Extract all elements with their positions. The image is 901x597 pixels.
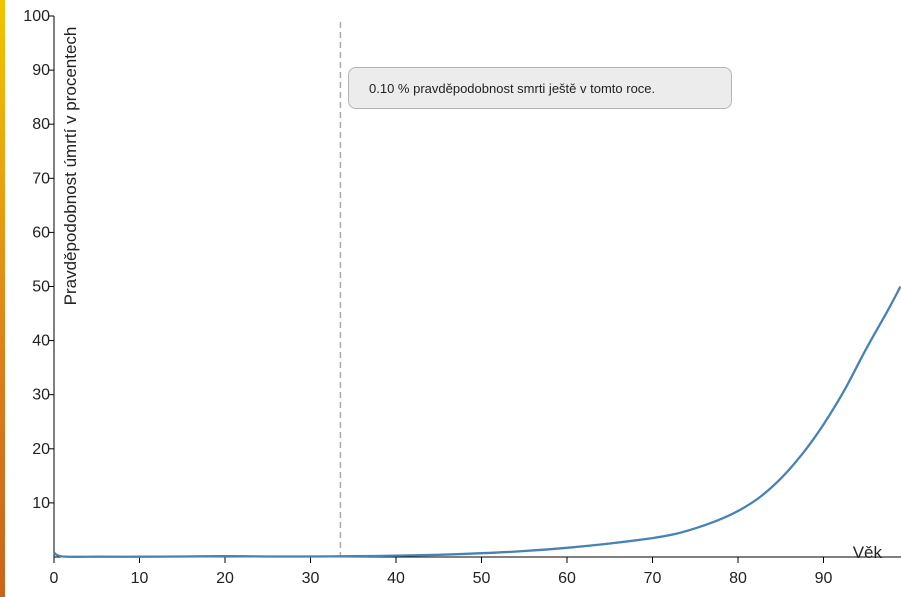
x-tick-label: 20 xyxy=(216,570,234,587)
mortality-curve xyxy=(53,285,901,558)
x-axis: 0 10 20 30 40 50 60 70 80 90 xyxy=(50,556,901,587)
tooltip: 0.10 % pravděpodobnost smrti ještě v tom… xyxy=(348,67,732,109)
y-tick-label: 20 xyxy=(32,441,50,458)
x-tick-label: 50 xyxy=(473,570,491,587)
y-axis: 10 20 30 40 50 60 70 80 90 100 xyxy=(23,8,55,563)
x-tick-label: 80 xyxy=(729,570,747,587)
y-tick-label: 10 xyxy=(32,495,50,512)
x-tick-label: 90 xyxy=(815,570,833,587)
x-tick-label: 10 xyxy=(131,570,149,587)
y-tick-label: 100 xyxy=(23,8,50,25)
tooltip-text: 0.10 % pravděpodobnost smrti ještě v tom… xyxy=(369,80,656,96)
x-axis-label: Věk xyxy=(853,543,883,562)
x-tick-label: 30 xyxy=(302,570,320,587)
x-tick-label: 0 xyxy=(50,570,59,587)
y-tick-label: 70 xyxy=(32,170,50,187)
left-edge-stripe xyxy=(0,0,5,597)
y-tick-label: 50 xyxy=(32,279,50,296)
y-axis-label: Pravděpodobnost úmrtí v procentech xyxy=(61,27,80,306)
y-tick-label: 90 xyxy=(32,62,50,79)
y-tick-label: 30 xyxy=(32,387,50,404)
x-tick-label: 40 xyxy=(387,570,405,587)
y-tick-label: 60 xyxy=(32,224,50,241)
x-tick-label: 60 xyxy=(558,570,576,587)
y-tick-label: 40 xyxy=(32,333,50,350)
y-tick-label: 80 xyxy=(32,116,50,133)
x-tick-label: 70 xyxy=(644,570,662,587)
